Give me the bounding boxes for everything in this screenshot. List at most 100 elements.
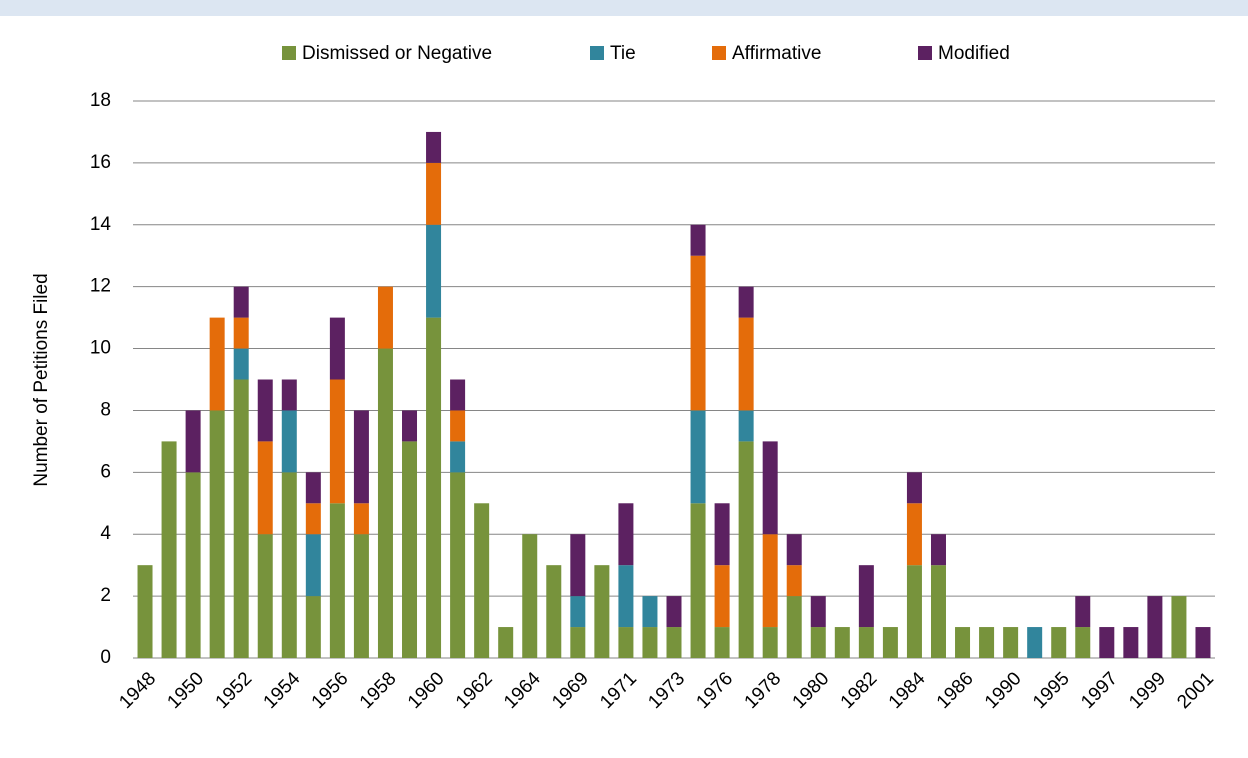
bar-segment xyxy=(281,410,297,473)
y-axis-label: Number of Petitions Filed xyxy=(31,273,52,486)
bar-segment xyxy=(618,503,634,566)
bar-segment xyxy=(450,410,466,442)
y-tick-label: 0 xyxy=(100,647,111,668)
bar-segment xyxy=(1147,596,1163,658)
bar-segment xyxy=(570,534,586,597)
bar-segment xyxy=(402,441,418,658)
y-tick-label: 16 xyxy=(90,152,111,173)
y-tick-label: 18 xyxy=(90,90,111,111)
bar-segment xyxy=(618,565,634,628)
bar-segment xyxy=(1075,627,1091,658)
bar-segment xyxy=(570,627,586,658)
bar-segment xyxy=(1123,627,1139,658)
bar-segment xyxy=(714,565,730,628)
bar-segment xyxy=(642,596,658,628)
bar-segment xyxy=(738,317,754,411)
bar-segment xyxy=(137,565,153,658)
y-tick-label: 10 xyxy=(90,338,111,359)
bar-segment xyxy=(329,379,345,504)
bar-segment xyxy=(257,379,273,442)
bar-segment xyxy=(353,410,369,504)
bar-segment xyxy=(1003,627,1019,658)
bar-segment xyxy=(377,286,393,349)
bar-segment xyxy=(810,596,826,628)
bar-segment xyxy=(714,503,730,566)
bar-segment xyxy=(690,255,706,411)
y-tick-label: 8 xyxy=(100,399,111,420)
bar-segment xyxy=(185,472,201,658)
bar-segment xyxy=(666,627,682,658)
bar-segment xyxy=(450,379,466,411)
bar-segment xyxy=(738,286,754,318)
bar-segment xyxy=(353,534,369,658)
legend-label: Dismissed or Negative xyxy=(302,43,492,64)
bar-segment xyxy=(858,565,874,628)
bar-segment xyxy=(834,627,850,658)
bar-segment xyxy=(305,534,321,597)
bar-segment xyxy=(666,596,682,628)
legend-swatch xyxy=(918,46,932,60)
bar-segment xyxy=(209,317,225,411)
bar-segment xyxy=(161,441,177,658)
bar-segment xyxy=(738,410,754,442)
bar-segment xyxy=(1075,596,1091,628)
bar-segment xyxy=(305,472,321,504)
bar-segment xyxy=(690,410,706,504)
bar-segment xyxy=(185,410,201,473)
bar-segment xyxy=(353,503,369,535)
bar-segment xyxy=(426,162,442,225)
bar-segment xyxy=(209,410,225,658)
bar-segment xyxy=(377,348,393,658)
legend-label: Tie xyxy=(610,43,636,64)
legend-swatch xyxy=(282,46,296,60)
bar-segment xyxy=(1171,596,1187,658)
legend-swatch xyxy=(590,46,604,60)
bar-segment xyxy=(858,627,874,658)
y-tick-label: 2 xyxy=(100,585,111,606)
bar-segment xyxy=(305,596,321,658)
bar-segment xyxy=(906,565,922,658)
bar-segment xyxy=(450,441,466,473)
bar-segment xyxy=(979,627,995,658)
y-tick-label: 4 xyxy=(100,523,111,544)
bar-segment xyxy=(402,410,418,442)
legend-label: Affirmative xyxy=(732,43,821,64)
bar-segment xyxy=(1027,627,1043,658)
bar-segment xyxy=(882,627,898,658)
bar-segment xyxy=(522,534,538,658)
bar-segment xyxy=(786,596,802,658)
bar-segment xyxy=(257,441,273,535)
bar-segment xyxy=(930,534,946,566)
bar-segment xyxy=(955,627,971,658)
y-tick-label: 14 xyxy=(90,214,112,235)
bar-segment xyxy=(906,503,922,566)
bar-segment xyxy=(450,472,466,658)
bar-segment xyxy=(426,131,442,163)
bar-segment xyxy=(1099,627,1115,658)
bar-segment xyxy=(546,565,562,658)
bar-segment xyxy=(1195,627,1211,658)
bar-segment xyxy=(786,534,802,566)
bar-segment xyxy=(305,503,321,535)
bar-segment xyxy=(690,224,706,256)
bar-segment xyxy=(233,379,249,658)
bar-segment xyxy=(426,224,442,318)
bar-segment xyxy=(498,627,514,658)
bar-segment xyxy=(233,286,249,318)
bar-segment xyxy=(930,565,946,658)
bar-segment xyxy=(570,596,586,628)
bar-segment xyxy=(762,534,778,628)
legend-swatch xyxy=(712,46,726,60)
bar-segment xyxy=(690,503,706,658)
bar-segment xyxy=(474,503,490,658)
top-band xyxy=(0,0,1248,16)
bar-segment xyxy=(738,441,754,658)
bar-segment xyxy=(233,348,249,380)
bar-segment xyxy=(329,317,345,380)
y-tick-label: 12 xyxy=(90,276,111,297)
bar-segment xyxy=(618,627,634,658)
bar-segment xyxy=(786,565,802,597)
bar-segment xyxy=(281,472,297,658)
bar-segment xyxy=(426,317,442,658)
legend-label: Modified xyxy=(938,43,1010,64)
